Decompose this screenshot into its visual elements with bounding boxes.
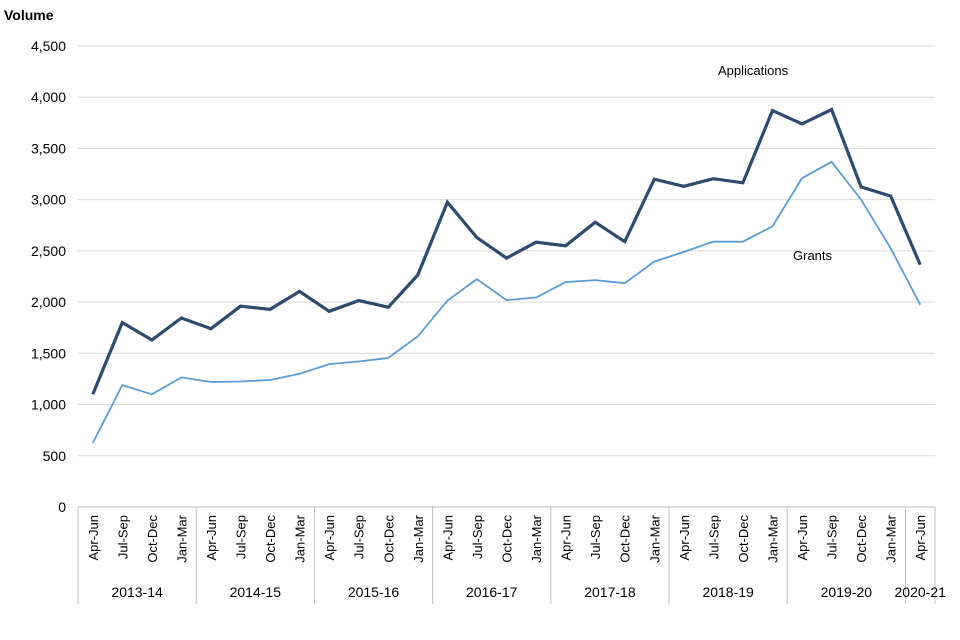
x-tick-label: Oct-Dec — [381, 515, 396, 563]
x-tick-label: Jul-Sep — [825, 515, 840, 559]
y-axis-ticks: 0 500 1,000 1,500 2,000 2,500 3,000 3,500 4,000 4… — [31, 38, 66, 515]
y-tick-label: 2,000 — [31, 294, 66, 310]
y-tick-label: 2,500 — [31, 243, 66, 259]
y-tick-label: 500 — [43, 448, 67, 464]
x-tick-label: Apr-Jun — [204, 515, 219, 561]
x-tick-label: Apr-Jun — [795, 515, 810, 561]
series-label-grants: Grants — [793, 248, 833, 263]
y-tick-label: 3,000 — [31, 192, 66, 208]
x-tick-label: Jul-Sep — [470, 515, 485, 559]
series-line-applications — [91, 107, 922, 395]
x-group-label: 2018-19 — [702, 584, 754, 600]
x-group-label: 2014-15 — [230, 584, 282, 600]
x-tick-label: Oct-Dec — [618, 515, 633, 563]
x-tick-label: Apr-Jun — [559, 515, 574, 561]
x-group-label: 2019-20 — [821, 584, 873, 600]
x-tick-label: Jan-Mar — [411, 514, 426, 562]
x-tick-label: Oct-Dec — [263, 515, 278, 563]
x-tick-label: Apr-Jun — [440, 515, 455, 561]
y-tick-label: 1,500 — [31, 345, 66, 361]
y-tick-label: 4,000 — [31, 89, 66, 105]
x-group-label: 2015-16 — [348, 584, 400, 600]
x-tick-label: Apr-Jun — [677, 515, 692, 561]
x-tick-label: Jan-Mar — [647, 514, 662, 562]
x-tick-label: Jul-Sep — [115, 515, 130, 559]
x-tick-label: Oct-Dec — [500, 515, 515, 563]
x-tick-label: Oct-Dec — [736, 515, 751, 563]
x-tick-label: Apr-Jun — [86, 515, 101, 561]
y-tick-label: 4,500 — [31, 38, 66, 54]
x-tick-label: Jan-Mar — [293, 514, 308, 562]
x-group-label: 2016-17 — [466, 584, 518, 600]
x-tick-label: Apr-Jun — [322, 515, 337, 561]
series-lines — [91, 107, 922, 444]
x-tick-label: Jul-Sep — [352, 515, 367, 559]
x-tick-label: Jan-Mar — [884, 514, 899, 562]
y-tick-label: 1,000 — [31, 397, 66, 413]
x-tick-label: Oct-Dec — [854, 515, 869, 563]
gridlines — [78, 45, 935, 457]
x-axis-groups: 2013-14 2014-15 2015-16 2016-17 2017-18 2018-… — [77, 507, 947, 604]
x-group-label: 2017-18 — [584, 584, 636, 600]
x-tick-label: Jan-Mar — [529, 514, 544, 562]
x-tick-label: Jul-Sep — [588, 515, 603, 559]
series-label-applications: Applications — [718, 63, 789, 78]
y-axis-label: Volume — [4, 7, 54, 23]
series-line-grants — [91, 160, 921, 444]
x-group-label: 2020-21 — [895, 584, 947, 600]
x-tick-label: Jul-Sep — [234, 515, 249, 559]
x-tick-label: Jan-Mar — [174, 514, 189, 562]
x-tick-label: Apr-Jun — [913, 515, 928, 561]
x-group-label: 2013-14 — [111, 584, 163, 600]
x-axis-ticks: Apr-Jun Jul-Sep Oct-Dec Jan-Mar Apr-Jun Jul-S… — [86, 514, 928, 562]
y-tick-label: 0 — [58, 499, 66, 515]
x-tick-label: Jan-Mar — [765, 514, 780, 562]
y-tick-label: 3,500 — [31, 140, 66, 156]
x-tick-label: Oct-Dec — [145, 515, 160, 563]
x-tick-label: Jul-Sep — [706, 515, 721, 559]
